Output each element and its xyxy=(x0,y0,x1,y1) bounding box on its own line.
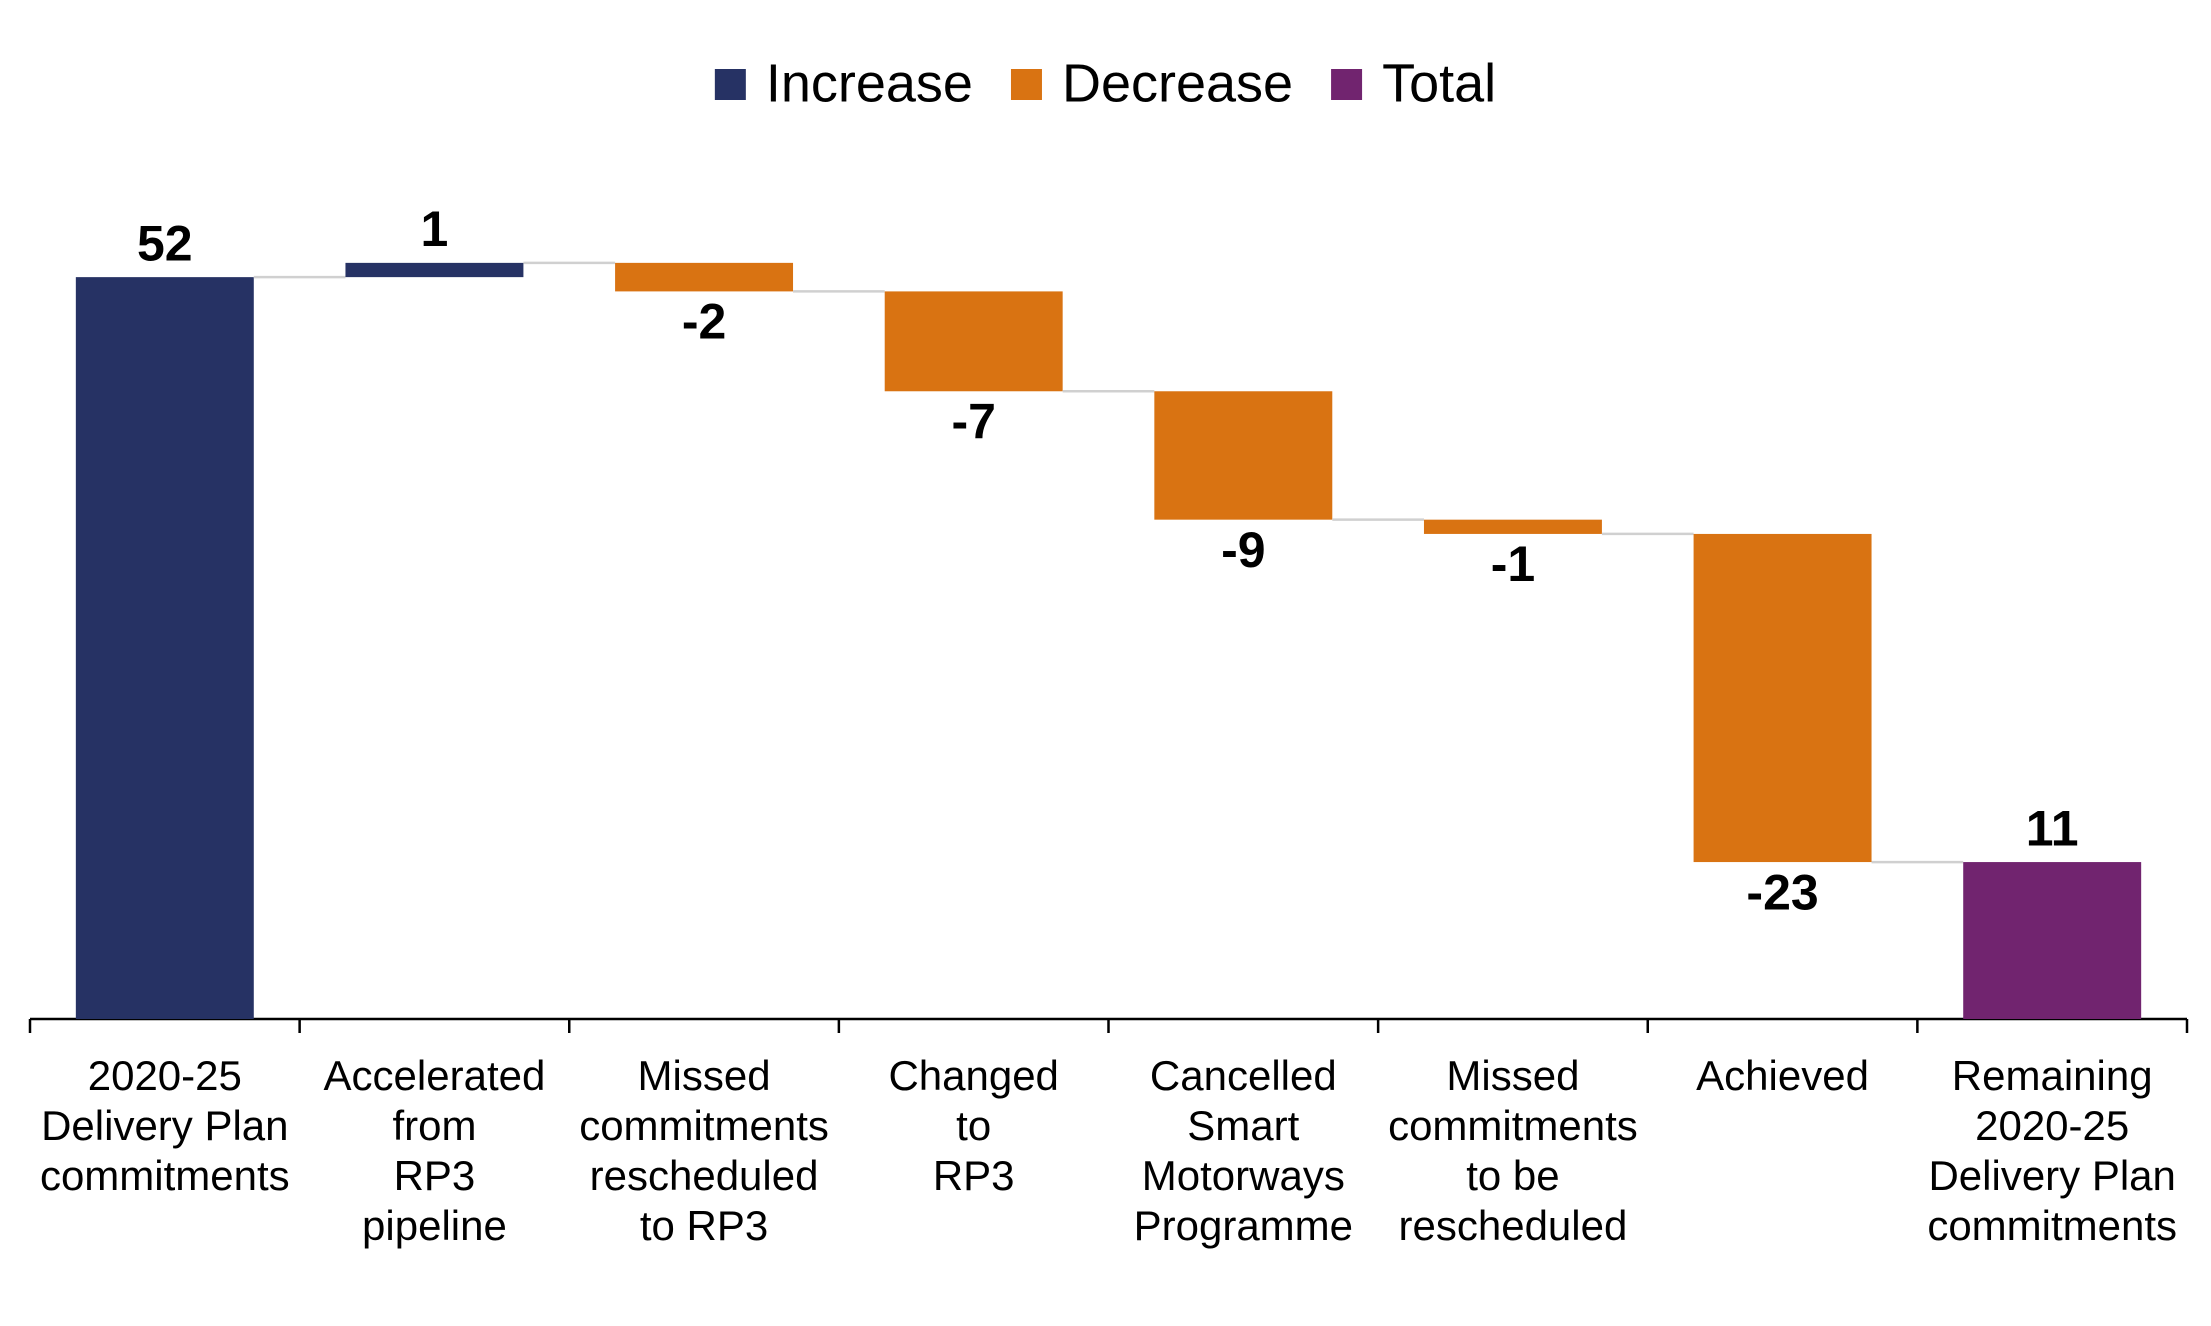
legend-label: Total xyxy=(1382,53,1496,113)
bar xyxy=(615,262,794,292)
x-tick-label: Remaining 2020-25 Delivery Plan commitments xyxy=(1927,1052,2177,1249)
value-label: -2 xyxy=(682,294,726,350)
value-label: 1 xyxy=(421,201,449,257)
bar xyxy=(75,277,254,1020)
value-label: 11 xyxy=(2026,800,2079,856)
x-tick-label: Missed commitments to be rescheduled xyxy=(1388,1052,1638,1249)
bar xyxy=(1693,533,1872,863)
value-label: -7 xyxy=(951,393,995,449)
value-label: -23 xyxy=(1746,864,1818,920)
x-tick-label: Cancelled Smart Motorways Programme xyxy=(1134,1052,1353,1249)
legend-swatch xyxy=(714,69,746,100)
legend-swatch xyxy=(1331,69,1363,100)
bar xyxy=(1154,391,1333,520)
legend-label: Increase xyxy=(766,53,973,113)
bar xyxy=(884,291,1063,392)
value-label: -1 xyxy=(1491,536,1535,592)
value-label: 52 xyxy=(137,215,193,271)
x-tick-label: 2020-25 Delivery Plan commitments xyxy=(40,1052,290,1199)
bar xyxy=(345,262,524,278)
x-tick-label: Accelerated from RP3 pipeline xyxy=(324,1052,546,1249)
x-tick-label: Changed to RP3 xyxy=(888,1052,1058,1199)
bar xyxy=(1963,862,2142,1019)
legend: Increase Decrease Total xyxy=(714,53,1496,113)
bar xyxy=(1423,519,1602,534)
value-label: -9 xyxy=(1221,522,1265,578)
x-tick-label: Missed commitments rescheduled to RP3 xyxy=(579,1052,829,1249)
legend-label: Decrease xyxy=(1062,53,1293,113)
x-tick-label: Achieved xyxy=(1696,1052,1869,1099)
legend-swatch xyxy=(1010,69,1042,100)
